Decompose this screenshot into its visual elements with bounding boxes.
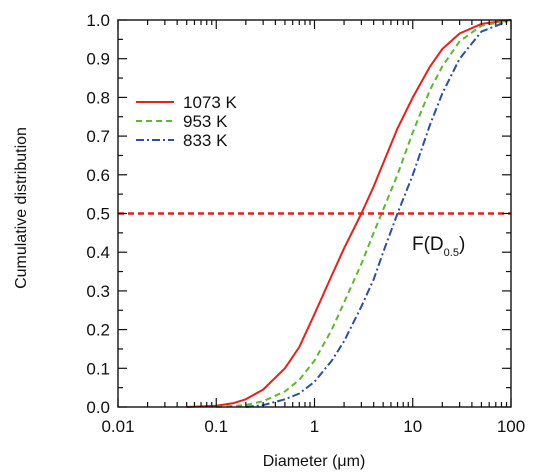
y-tick-label: 0.0 — [86, 398, 110, 417]
y-axis-label: Cumulative distribution — [13, 127, 30, 289]
reference-line-label: F(D0.5) — [412, 234, 465, 259]
axis-ticks — [117, 19, 512, 408]
x-tick-label: 100 — [497, 417, 525, 436]
reference-label-close: ) — [459, 234, 465, 255]
series-line — [245, 19, 512, 408]
legend-label: 833 K — [183, 131, 228, 150]
y-tick-label: 0.9 — [86, 50, 110, 69]
y-tick-label: 0.3 — [86, 282, 110, 301]
y-tick-label: 0.7 — [86, 127, 110, 146]
reference-label-main: F(D — [412, 234, 444, 255]
y-tick-label: 0.4 — [86, 243, 110, 262]
y-tick-labels: 0.0 0.1 0.2 0.3 0.4 0.5 0.6 0.7 0.8 0.9 1.0 — [86, 11, 110, 417]
x-tick-label: 1 — [310, 417, 319, 436]
x-tick-label: 0.1 — [204, 417, 228, 436]
series-line — [216, 19, 512, 408]
series-line — [186, 19, 512, 408]
y-tick-label: 0.2 — [86, 321, 110, 340]
x-axis-label: Diameter (μm) — [263, 453, 366, 470]
y-tick-label: 0.5 — [86, 205, 110, 224]
x-tick-label: 10 — [403, 417, 422, 436]
y-tick-label: 0.8 — [86, 88, 110, 107]
x-tick-labels: 0.01 0.1 1 10 100 — [101, 417, 525, 436]
x-tick-label: 0.01 — [101, 417, 134, 436]
y-tick-label: 1.0 — [86, 11, 110, 30]
y-tick-label: 0.6 — [86, 166, 110, 185]
plot-lines — [118, 19, 512, 408]
legend-label: 953 K — [183, 112, 228, 131]
y-tick-label: 0.1 — [86, 359, 110, 378]
legend-label: 1073 K — [183, 93, 238, 112]
reference-label-subscript: 0.5 — [444, 247, 459, 259]
